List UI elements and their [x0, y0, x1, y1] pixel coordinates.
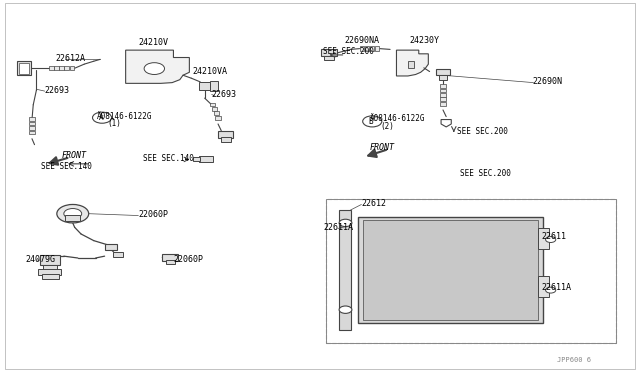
Text: (1): (1)	[107, 119, 121, 128]
Text: 22693: 22693	[212, 90, 237, 99]
Text: SEE SEC.200: SEE SEC.200	[460, 169, 511, 177]
Bar	[113, 253, 123, 257]
Bar	[436, 68, 450, 75]
Text: 22690N: 22690N	[532, 77, 562, 86]
Text: FRONT: FRONT	[62, 151, 87, 160]
Bar	[70, 66, 74, 70]
Text: 22690NA: 22690NA	[344, 36, 380, 45]
Bar	[29, 122, 35, 125]
Bar	[65, 66, 69, 70]
Bar	[408, 61, 414, 68]
Text: B: B	[369, 117, 373, 126]
Text: 24210V: 24210V	[138, 38, 168, 47]
Bar	[358, 217, 543, 323]
Bar	[17, 61, 31, 75]
Circle shape	[545, 237, 556, 243]
Text: 24079G: 24079G	[26, 254, 56, 264]
Bar	[104, 244, 117, 250]
Bar	[360, 46, 364, 51]
Circle shape	[57, 205, 89, 223]
Bar	[212, 107, 217, 111]
Bar	[326, 199, 616, 343]
Bar	[38, 269, 61, 275]
Bar	[438, 75, 447, 80]
Text: FRONT: FRONT	[370, 143, 395, 152]
Bar	[364, 220, 538, 320]
Text: Ä08146-6122G: Ä08146-6122G	[370, 114, 425, 123]
Polygon shape	[441, 119, 451, 127]
Bar	[211, 81, 218, 91]
Bar	[49, 66, 54, 70]
Text: 22612: 22612	[362, 199, 387, 208]
Bar	[65, 215, 81, 221]
Bar	[440, 93, 446, 97]
Bar	[375, 46, 380, 51]
Bar	[326, 199, 616, 343]
Text: SEE SEC.140: SEE SEC.140	[41, 162, 92, 171]
Bar	[29, 126, 35, 130]
Bar	[370, 46, 374, 51]
Bar	[199, 156, 213, 162]
Text: 22060P: 22060P	[173, 255, 204, 264]
Circle shape	[144, 62, 164, 74]
Bar	[440, 84, 446, 88]
Polygon shape	[125, 50, 189, 83]
Polygon shape	[396, 50, 428, 76]
Circle shape	[339, 219, 352, 227]
Bar	[210, 103, 215, 106]
Bar	[40, 255, 60, 265]
Bar	[321, 49, 337, 56]
Text: 22693: 22693	[45, 86, 70, 95]
Circle shape	[64, 209, 82, 219]
Text: 22060P: 22060P	[138, 210, 168, 219]
Bar	[162, 254, 178, 260]
Bar	[538, 276, 549, 297]
Bar	[440, 89, 446, 92]
Circle shape	[339, 306, 352, 313]
Text: 24230Y: 24230Y	[409, 36, 439, 45]
Bar	[193, 157, 200, 161]
Bar	[19, 62, 29, 74]
Bar	[29, 131, 35, 134]
Text: Ä08146-6122G: Ä08146-6122G	[97, 112, 152, 121]
Bar	[221, 137, 231, 142]
Polygon shape	[339, 210, 351, 330]
Bar	[43, 264, 57, 270]
Text: 22612A: 22612A	[56, 54, 86, 63]
Text: 22611A: 22611A	[541, 283, 572, 292]
Bar	[29, 117, 35, 121]
Text: SEE SEC.140: SEE SEC.140	[143, 154, 194, 163]
Bar	[538, 228, 549, 249]
Bar	[324, 56, 334, 61]
Bar	[365, 46, 369, 51]
Bar	[60, 66, 64, 70]
Bar	[218, 131, 234, 138]
Circle shape	[93, 112, 111, 123]
Text: 22611A: 22611A	[323, 223, 353, 232]
Bar	[214, 112, 219, 115]
Bar	[199, 82, 211, 90]
Bar	[216, 116, 221, 119]
Text: SEE SEC.200: SEE SEC.200	[323, 48, 373, 57]
Text: (2): (2)	[381, 122, 394, 131]
Text: JPP600 6: JPP600 6	[557, 357, 591, 363]
Text: SEE SEC.200: SEE SEC.200	[457, 127, 508, 136]
Circle shape	[363, 116, 382, 127]
Bar	[42, 274, 60, 279]
Text: 22611: 22611	[541, 232, 567, 241]
Bar	[166, 260, 175, 263]
Text: 24210VA: 24210VA	[193, 67, 228, 76]
Circle shape	[545, 287, 556, 293]
Bar	[54, 66, 59, 70]
Bar	[440, 97, 446, 101]
Bar	[440, 102, 446, 106]
Text: A: A	[99, 113, 103, 122]
